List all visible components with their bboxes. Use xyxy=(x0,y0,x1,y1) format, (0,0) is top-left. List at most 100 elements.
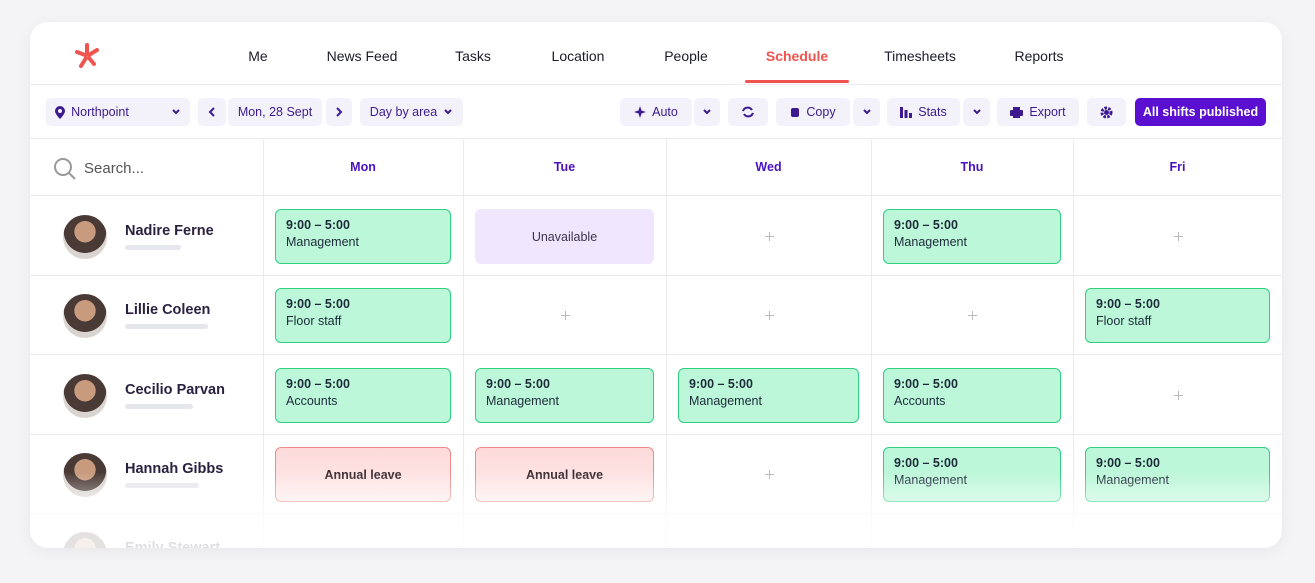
day-header: Tue xyxy=(553,160,576,174)
add-shift[interactable] xyxy=(764,232,774,241)
shift-card[interactable]: 9:00 – 5:00 Accounts xyxy=(883,368,1061,423)
employee-name: Lillie Coleen xyxy=(125,302,211,318)
chevron xyxy=(444,109,452,115)
next xyxy=(336,107,343,117)
employee-name: Nadire Ferne xyxy=(125,223,214,239)
logo[interactable] xyxy=(73,42,101,70)
nav-item[interactable]: News Feed xyxy=(326,48,398,64)
avatar xyxy=(63,215,107,259)
add-shift[interactable] xyxy=(1173,232,1183,241)
column-divider xyxy=(666,139,667,548)
label: Stats xyxy=(918,105,947,119)
day-header: Thu xyxy=(960,160,984,174)
shift-card[interactable]: 9:00 – 5:00 Floor staff xyxy=(1085,288,1270,343)
copy-button[interactable]: Copy xyxy=(776,98,850,126)
unavailable-card[interactable]: Unavailable xyxy=(475,209,654,264)
row-divider xyxy=(30,275,1282,276)
shift-card[interactable]: 9:00 – 5:00 Management xyxy=(475,368,654,423)
view-select[interactable]: Day by area xyxy=(360,98,463,126)
printer xyxy=(1010,106,1024,118)
column-divider xyxy=(263,139,264,548)
stats-icon xyxy=(900,106,913,118)
row-divider xyxy=(30,354,1282,355)
shift-card[interactable]: 9:00 – 5:00 Management xyxy=(678,368,859,423)
name-placeholder xyxy=(125,324,208,329)
nav-item[interactable]: Reports xyxy=(1014,48,1064,64)
date-picker[interactable]: Mon, 28 Sept xyxy=(228,98,322,126)
label: Management xyxy=(486,394,559,408)
fade-overlay xyxy=(30,472,1282,548)
label: Northpoint xyxy=(71,105,129,119)
header-divider xyxy=(30,195,1282,196)
nav-item[interactable]: Timesheets xyxy=(884,48,956,64)
add-shift[interactable] xyxy=(968,311,977,320)
label: Export xyxy=(1029,105,1066,119)
day-header: Wed xyxy=(755,160,782,174)
column-divider xyxy=(871,139,872,548)
nav-underline xyxy=(745,80,849,83)
label: Accounts xyxy=(286,394,338,408)
chevron xyxy=(972,109,981,115)
settings-button[interactable] xyxy=(1087,98,1126,126)
auto-dropdown[interactable] xyxy=(694,98,720,126)
shift-time: 9:00 – 5:00 xyxy=(286,377,350,391)
label: Copy xyxy=(806,105,836,119)
copy-dropdown[interactable] xyxy=(853,98,880,126)
label: Auto xyxy=(652,105,678,119)
refresh-button[interactable] xyxy=(728,98,768,126)
prev xyxy=(208,107,215,117)
shift-card[interactable]: 9:00 – 5:00 Management xyxy=(275,209,451,264)
nav-item[interactable]: Me xyxy=(248,48,268,64)
name-placeholder xyxy=(125,245,181,250)
copy-icon xyxy=(791,107,800,117)
nav-item[interactable]: People xyxy=(664,48,708,64)
search-icon xyxy=(54,158,76,180)
column-divider xyxy=(1073,139,1074,548)
nav-item[interactable]: Tasks xyxy=(455,48,491,64)
nav-divider xyxy=(30,84,1282,85)
shift-card[interactable]: 9:00 – 5:00 Accounts xyxy=(275,368,451,423)
label: Management xyxy=(894,235,967,249)
chevron xyxy=(172,109,180,115)
add-shift[interactable] xyxy=(764,311,774,320)
search-input[interactable]: Search... xyxy=(84,160,145,177)
shift-time: 9:00 – 5:00 xyxy=(894,456,958,470)
next-button[interactable] xyxy=(326,98,352,126)
day-header: Mon xyxy=(350,160,376,174)
avatar xyxy=(63,374,107,418)
column-divider xyxy=(463,139,464,548)
export-button[interactable]: Export xyxy=(997,98,1079,126)
publish-button[interactable]: All shifts published xyxy=(1135,98,1266,126)
label: Mon, 28 Sept xyxy=(237,105,313,119)
toolbar-divider xyxy=(30,138,1282,139)
row-divider xyxy=(30,434,1282,435)
shift-time: 9:00 – 5:00 xyxy=(894,377,958,391)
label: Management xyxy=(689,394,762,408)
pin xyxy=(55,105,66,119)
add-shift[interactable] xyxy=(1173,391,1183,400)
prev-button[interactable] xyxy=(198,98,226,126)
label: All shifts published xyxy=(1142,105,1259,119)
stats-button[interactable]: Stats xyxy=(887,98,960,126)
shift-time: 9:00 – 5:00 xyxy=(894,218,958,232)
add-shift[interactable] xyxy=(560,311,570,320)
name-placeholder xyxy=(125,404,193,409)
schedule-card: Search... Me News Feed Tasks Location People… xyxy=(30,22,1282,548)
day-header: Fri xyxy=(1169,160,1186,174)
employee-name: Cecilio Parvan xyxy=(125,382,225,398)
chevron xyxy=(703,109,711,115)
chevron xyxy=(862,109,871,115)
avatar xyxy=(63,294,107,338)
label: Floor staff xyxy=(1096,314,1152,328)
nav-item[interactable]: Schedule xyxy=(765,48,829,64)
location-select[interactable]: Northpoint xyxy=(46,98,190,126)
nav-item[interactable]: Location xyxy=(551,48,605,64)
label: Management xyxy=(286,235,359,249)
auto-button[interactable]: Auto xyxy=(620,98,692,126)
shift-card[interactable]: 9:00 – 5:00 Floor staff xyxy=(275,288,451,343)
gear xyxy=(1100,106,1113,118)
stats-dropdown[interactable] xyxy=(963,98,990,126)
shift-card[interactable]: 9:00 – 5:00 Management xyxy=(883,209,1061,264)
shift-time: 9:00 – 5:00 xyxy=(286,297,350,311)
shift-time: 9:00 – 5:00 xyxy=(286,218,350,232)
